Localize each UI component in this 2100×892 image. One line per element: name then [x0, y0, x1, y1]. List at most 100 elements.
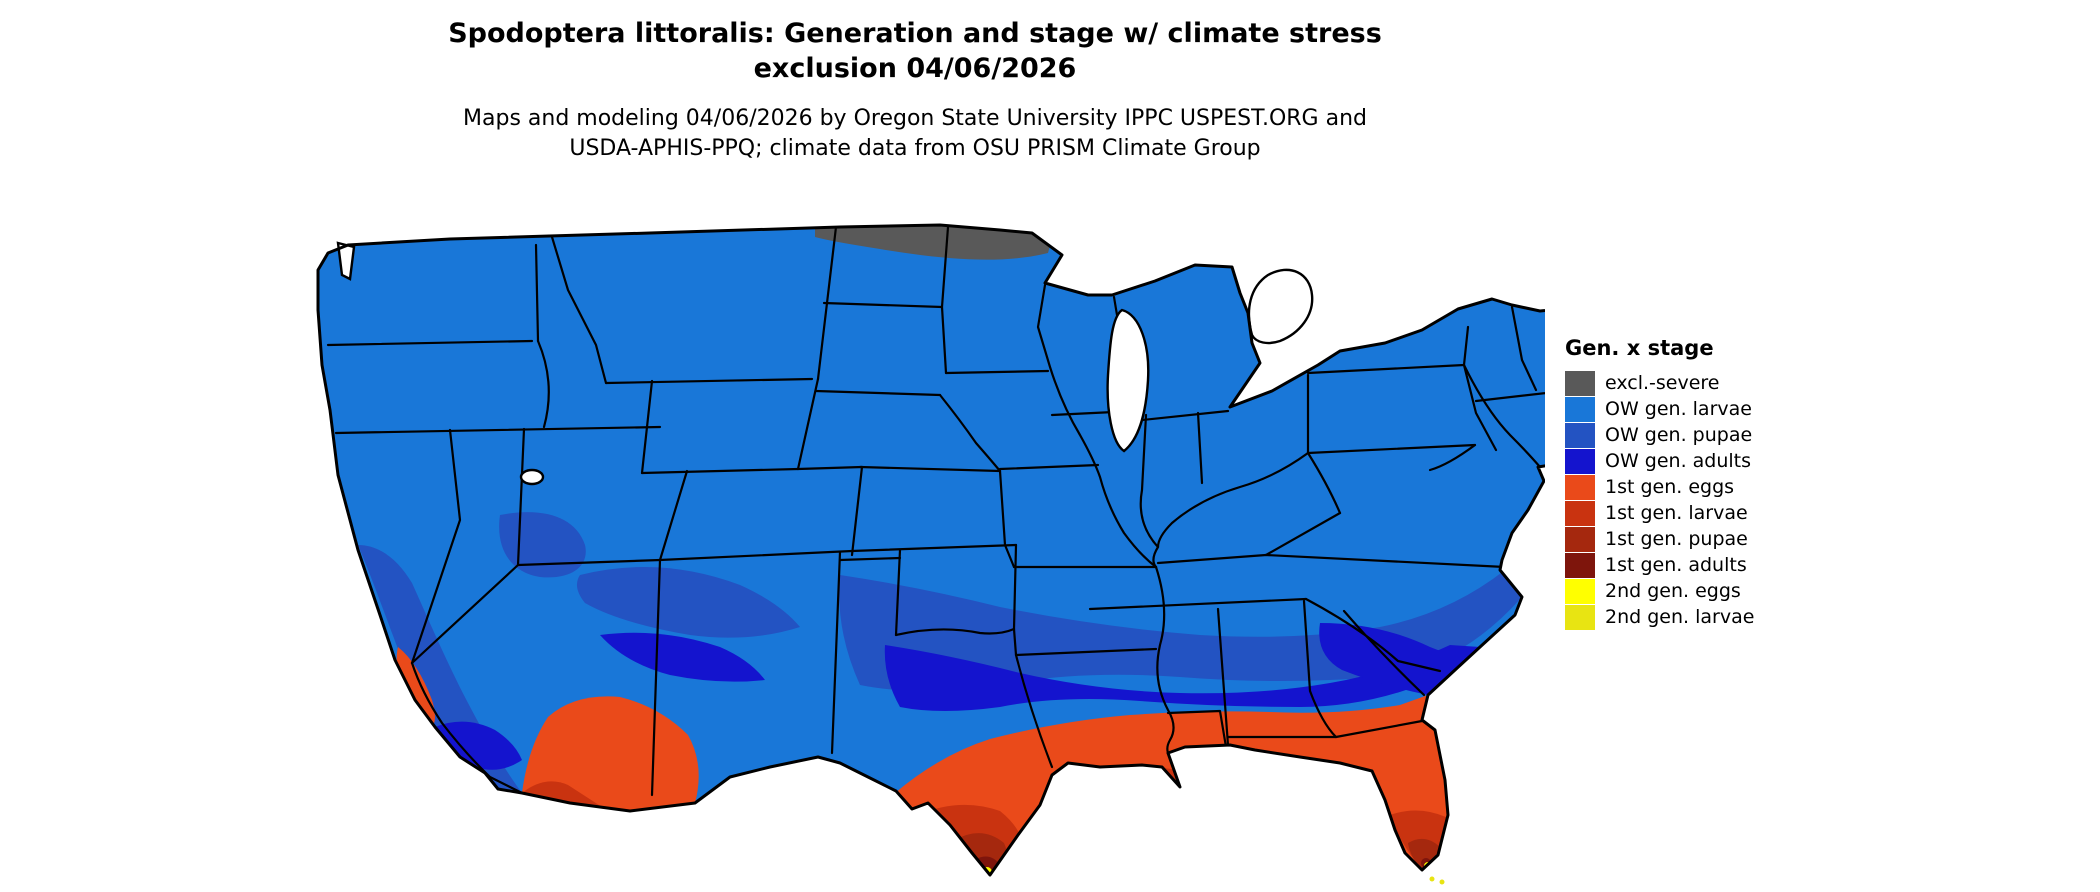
border-mo-west-south [1003, 543, 1016, 569]
legend-title: Gen. x stage [1565, 336, 1714, 360]
keys-speck-1 [1429, 876, 1435, 882]
border-co-north [796, 465, 864, 471]
border-wa-id [534, 243, 540, 343]
legend-row: 1st gen. adults [1565, 552, 1754, 578]
us-stage-map [300, 215, 1660, 885]
map-regions [318, 225, 1658, 875]
page-title-line1: Spodoptera littoralis: Generation and st… [448, 18, 1382, 49]
border-wv-wedge-b [1306, 451, 1342, 515]
border-tx-panhandle-north [838, 556, 902, 562]
legend-label-1st-eggs: 1st gen. eggs [1605, 476, 1735, 498]
border-tx-ar [1012, 627, 1018, 657]
region-2nd-larvae-florida [1430, 867, 1436, 873]
legend-swatch-excl-severe [1565, 370, 1595, 396]
border-tx-panhandle-east [894, 548, 902, 637]
border-red-river [894, 627, 1016, 637]
region-ow-adults-carolinas [1319, 623, 1480, 695]
border-pa-nj-delaware [1462, 363, 1542, 469]
border-va-nc [1264, 553, 1507, 569]
region-ow-adults-socal [435, 721, 522, 770]
lakes [336, 241, 1314, 486]
legend-row: excl.-severe [1565, 370, 1754, 396]
border-ne-ia-missouri-river [938, 393, 1002, 473]
border-ks-mo [998, 469, 1007, 547]
border-ne-ks [858, 465, 1002, 473]
border-nd-sd [822, 301, 944, 309]
legend-label-2nd-larvae: 2nd gen. larvae [1605, 606, 1755, 628]
legend-row: 2nd gen. larvae [1565, 604, 1754, 630]
legend-swatch-ow-pupae [1565, 422, 1595, 448]
legend-row: OW gen. larvae [1565, 396, 1754, 422]
region-ow-pupae-greatbasin [499, 512, 586, 578]
lake-huron [1247, 268, 1314, 345]
border-ky-tn [1156, 553, 1268, 565]
legend-label-1st-pupae: 1st gen. pupae [1605, 528, 1748, 550]
border-mississippi-river-lower [1154, 565, 1175, 755]
border-ok-east [1012, 543, 1018, 631]
legend-swatch-1st-pupae [1565, 526, 1595, 552]
border-wi-il [1050, 410, 1116, 417]
border-ut-co [658, 469, 689, 562]
border-mt-south [604, 377, 814, 385]
page-title: Spodoptera littoralis: Generation and st… [0, 16, 1830, 86]
map-legend: Gen. x stage excl.-severe OW gen. larvae… [1565, 336, 1754, 630]
legend-swatch-1st-adults [1565, 552, 1595, 578]
border-az-nm [650, 558, 662, 797]
border-mason-dixon [1306, 443, 1477, 455]
lake-michigan [1106, 308, 1150, 453]
border-nc-sc [1304, 597, 1442, 673]
legend-label-ow-larvae: OW gen. larvae [1605, 398, 1752, 420]
great-salt-lake [519, 468, 545, 486]
border-tx-la-sabine [1014, 653, 1054, 769]
florida-keys-specks [1429, 876, 1445, 885]
us-map-svg [316, 223, 1660, 885]
border-ny-east [1462, 325, 1498, 452]
border-la-ms [1166, 709, 1228, 749]
region-ow-adults-arizona-rim [600, 632, 765, 682]
legend-label-1st-adults: 1st gen. adults [1605, 554, 1747, 576]
border-ar-la [1014, 647, 1158, 657]
border-37n [516, 543, 1018, 567]
legend-label-1st-larvae: 1st gen. larvae [1605, 502, 1748, 524]
legend-row: 1st gen. pupae [1565, 526, 1754, 552]
border-al-ga [1302, 599, 1338, 739]
legend-label-ow-adults: OW gen. adults [1605, 450, 1752, 472]
border-ia-mo [998, 463, 1100, 471]
border-in-oh [1196, 411, 1204, 485]
legend-label-2nd-eggs: 2nd gen. eggs [1605, 580, 1741, 602]
border-pa-ny [1306, 363, 1466, 375]
legend-swatch-2nd-eggs [1565, 578, 1595, 604]
legend-row: OW gen. pupae [1565, 422, 1754, 448]
border-ga-fl [1334, 719, 1424, 739]
border-35n-tn-south [1088, 597, 1308, 611]
border-nv-az [410, 563, 520, 665]
region-1st-larvae-yuma [522, 781, 602, 807]
border-ca-az-colorado-river [410, 661, 524, 795]
border-wy-south [640, 467, 800, 475]
legend-swatch-ow-larvae [1565, 396, 1595, 422]
border-or-id [536, 339, 550, 429]
border-wy-east [796, 377, 820, 471]
border-ca-nv [410, 428, 462, 665]
keys-speck-2 [1439, 879, 1445, 885]
legend-row: 2nd gen. eggs [1565, 578, 1754, 604]
border-ms-al [1216, 607, 1230, 747]
us-outline [316, 223, 1660, 877]
border-42n [334, 425, 662, 435]
region-1st-eggs-central-valley [396, 647, 435, 727]
legend-row: 1st gen. larvae [1565, 500, 1754, 526]
page-subtitle-line2: USDA-APHIS-PPQ; climate data from OSU PR… [569, 136, 1261, 161]
border-va-md-potomac [1428, 443, 1477, 472]
region-ow-adults-band [884, 645, 1480, 711]
region-excl-severe-minnesota [815, 225, 1055, 260]
border-wa-or [326, 339, 534, 347]
border-id-mt [550, 235, 608, 385]
border-nv-ut [516, 427, 526, 567]
legend-row: OW gen. adults [1565, 448, 1754, 474]
legend-label-excl-severe: excl.-severe [1605, 372, 1720, 394]
border-sd-ne [814, 389, 942, 397]
border-ohio-river [1152, 451, 1310, 569]
border-vt-nh [1510, 305, 1538, 392]
border-il-in [1139, 413, 1160, 549]
